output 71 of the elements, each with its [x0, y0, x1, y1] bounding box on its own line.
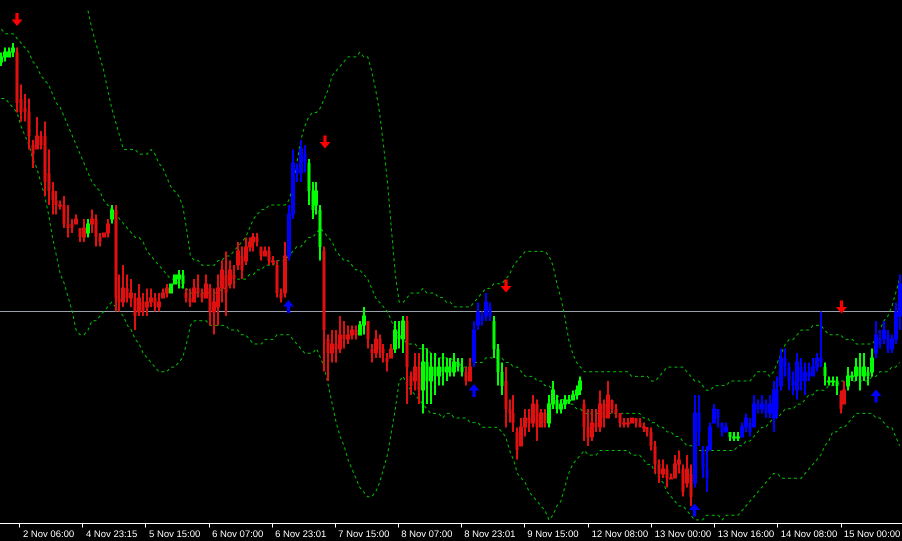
candlestick — [346, 324, 350, 345]
candlestick — [350, 324, 354, 340]
candlestick — [374, 329, 378, 359]
candlestick — [693, 394, 697, 488]
candlestick — [874, 320, 878, 359]
candlestick — [393, 320, 397, 354]
candlestick — [614, 403, 618, 420]
x-tick-label: 15 Nov 00:00 — [844, 529, 900, 540]
candlestick — [165, 282, 169, 299]
candlestick — [736, 430, 740, 442]
candlestick — [3, 46, 7, 63]
candlestick — [567, 394, 571, 406]
candlestick — [590, 408, 594, 442]
candlestick — [106, 218, 110, 238]
candlestick — [192, 278, 196, 304]
candlestick — [732, 430, 736, 442]
candlestick — [598, 389, 602, 433]
candlestick — [578, 375, 582, 396]
candlestick — [811, 356, 815, 378]
x-tick-label: 4 Nov 23:15 — [86, 529, 138, 540]
candlestick — [362, 306, 366, 336]
candlestick — [28, 98, 30, 150]
candlestick — [429, 352, 433, 406]
x-tick-label: 8 Nov 07:00 — [401, 529, 452, 540]
candlestick — [724, 422, 728, 433]
candlestick — [622, 417, 626, 428]
candlestick — [803, 361, 807, 396]
candlestick — [460, 356, 464, 378]
candlestick — [559, 398, 563, 414]
candlestick — [642, 422, 646, 433]
x-tick-label: 9 Nov 15:00 — [527, 529, 579, 540]
candlestick — [795, 352, 799, 401]
x-tick-label: 12 Nov 08:00 — [592, 529, 648, 540]
candlestick — [563, 394, 567, 410]
candlestick — [468, 356, 472, 382]
candlestick — [145, 287, 149, 318]
candlestick — [571, 389, 575, 401]
candlestick — [366, 320, 370, 350]
candlestick — [110, 204, 114, 225]
candlestick — [421, 342, 425, 414]
x-tick-label: 6 Nov 07:00 — [212, 529, 264, 540]
candlestick — [299, 139, 303, 183]
candlestick — [184, 287, 188, 304]
candlestick — [177, 268, 181, 290]
candlestick — [251, 232, 255, 252]
x-tick-label: 13 Nov 00:00 — [654, 529, 712, 540]
candlestick — [7, 46, 11, 58]
x-tick-label: 8 Nov 23:01 — [464, 529, 516, 540]
candlestick — [673, 454, 677, 480]
x-tick-label: 2 Nov 06:00 — [22, 529, 74, 540]
candlestick — [86, 218, 90, 238]
candlestick — [401, 315, 405, 354]
candlestick — [283, 241, 287, 299]
candlestick — [846, 366, 850, 392]
candlestick — [121, 264, 125, 308]
x-tick-label: 14 Nov 08:00 — [780, 529, 838, 540]
candlestick — [445, 356, 449, 382]
candlestick — [484, 292, 488, 322]
x-tick-label: 13 Nov 16:00 — [718, 529, 774, 540]
x-tick-label: 5 Nov 15:00 — [149, 529, 200, 540]
candlestick — [82, 218, 86, 244]
x-tick-label: 6 Nov 23:01 — [275, 529, 326, 540]
candlestick — [772, 380, 776, 433]
candlestick — [626, 417, 630, 428]
candlestick — [582, 398, 586, 442]
candlestick — [512, 394, 514, 433]
candlestick — [157, 292, 161, 313]
candlestick — [11, 42, 15, 58]
x-tick-label: 7 Nov 15:00 — [338, 529, 390, 540]
candlestick — [452, 352, 456, 378]
candlestick — [760, 394, 764, 414]
